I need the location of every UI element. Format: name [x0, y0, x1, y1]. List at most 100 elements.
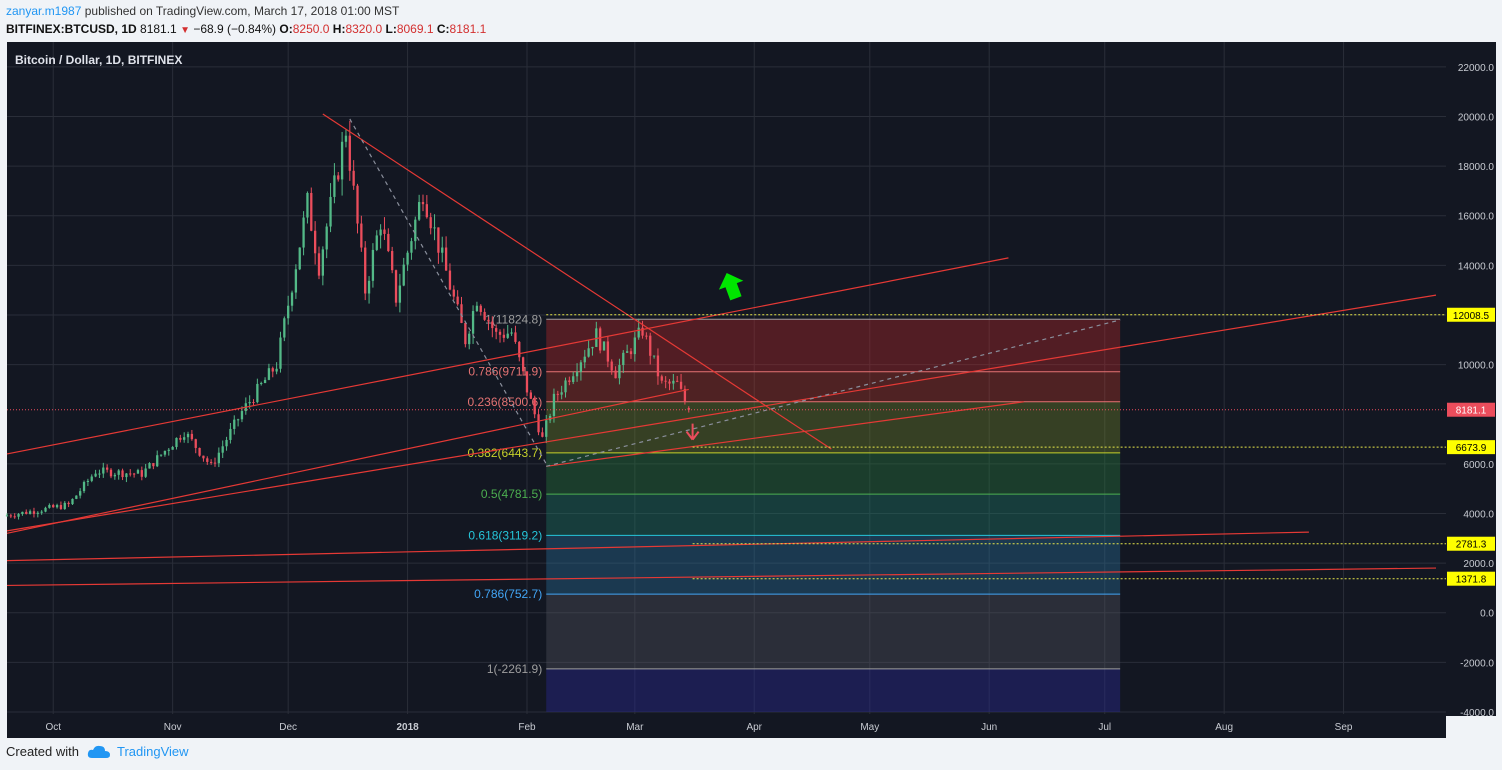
level-tag [1447, 440, 1495, 455]
low-label: L: [385, 22, 397, 36]
candle-body [248, 402, 251, 404]
y-tick-label: 2000.0 [1463, 559, 1494, 570]
fib-zone [546, 668, 1121, 712]
fib-level-label: 0.236(8500.6) [468, 395, 543, 409]
candle-body [652, 355, 656, 357]
last-price-tag-label: 8181.1 [1456, 406, 1487, 417]
candle-body [13, 516, 16, 518]
candle-body [221, 446, 224, 453]
cloud-icon [87, 745, 110, 758]
candle-body [502, 334, 506, 338]
candle-body [610, 361, 613, 371]
fib-level-label: 0.5(4781.5) [481, 487, 542, 501]
candle-body [514, 332, 517, 342]
candle-body [263, 379, 267, 384]
trendline-flat-lower [6, 567, 1437, 587]
candle-body [625, 351, 629, 353]
plot-background [7, 42, 1446, 714]
candle-body [179, 437, 182, 440]
candle-body [444, 247, 448, 271]
x-tick-label: May [860, 722, 879, 733]
candle-body [464, 322, 467, 345]
tradingview-logo[interactable]: TradingView [87, 744, 189, 759]
candle-body [140, 470, 143, 477]
candle-body [121, 470, 124, 478]
close-label: C: [436, 22, 450, 36]
candle-body [410, 241, 413, 253]
candle-body [421, 202, 425, 205]
level-tag [1447, 307, 1495, 322]
candle-body [198, 447, 201, 456]
candle-body [398, 285, 402, 303]
footer: Created with TradingView [6, 744, 189, 759]
level-tag-label: 12008.5 [1453, 311, 1490, 322]
candle-body [79, 491, 82, 496]
candle-body [679, 381, 683, 389]
candle-body [672, 380, 675, 384]
candle-body [290, 292, 294, 306]
y-tick-label: 16000.0 [1458, 212, 1495, 223]
candle-body [186, 433, 190, 438]
candle-body [340, 141, 344, 180]
candle-body [417, 202, 421, 220]
candle-body [109, 469, 113, 477]
candle-body [348, 135, 351, 171]
candle-body [529, 392, 532, 399]
candle-body [271, 368, 274, 372]
brand-text[interactable]: TradingView [116, 744, 189, 759]
candle-body [533, 398, 536, 415]
fib-zone [546, 452, 1121, 495]
candle-body [125, 473, 128, 478]
candle-body [82, 482, 86, 492]
candle-body [163, 450, 167, 455]
fib-zone [546, 494, 1121, 536]
y-tick-label: 22000.0 [1458, 63, 1495, 74]
candle-body [471, 311, 475, 334]
candle-body [521, 357, 525, 372]
candle-body [252, 402, 255, 404]
candle-body [491, 321, 494, 329]
candle-body [44, 507, 47, 512]
candle-body [568, 380, 571, 382]
candle-body [325, 226, 328, 250]
candle-body [317, 253, 321, 276]
candle-body [641, 327, 644, 336]
candle-body [213, 462, 217, 464]
candle-body [306, 192, 309, 218]
candle-body [506, 333, 509, 338]
candle-body [294, 269, 298, 293]
candle-body [156, 455, 159, 467]
price-chart[interactable]: 22000.020000.018000.016000.014000.012000… [0, 42, 1502, 742]
author-link[interactable]: zanyar.m1987 [6, 4, 82, 18]
candle-body [32, 511, 36, 514]
candle-body [583, 356, 586, 363]
level-tag-label: 1371.8 [1456, 575, 1487, 586]
candle-body [429, 217, 432, 229]
candle-body [510, 332, 513, 334]
candle-body [67, 502, 70, 505]
candle-body [664, 380, 667, 382]
y-tick-label: 4000.0 [1463, 509, 1494, 520]
candle-body [48, 505, 51, 508]
candle-body [433, 227, 436, 229]
candle-body [556, 393, 559, 395]
x-tick-label: 2018 [396, 722, 419, 733]
candle-body [206, 458, 209, 462]
candle-body [129, 473, 132, 475]
fib-level-label: 1(11824.8) [485, 312, 542, 326]
fib-level-label: 0.786(9711.9) [468, 365, 542, 379]
created-with-text: Created with [6, 744, 79, 759]
candle-body [171, 446, 174, 450]
high-label: H: [332, 22, 346, 36]
candle-body [302, 217, 305, 248]
candle-body [572, 376, 575, 382]
candle-body [90, 476, 93, 481]
candle-body [17, 514, 20, 517]
trendline-rising-lower [6, 388, 689, 534]
candle-body [595, 328, 598, 347]
candle-body [599, 328, 602, 351]
x-tick-label: Jun [981, 722, 997, 733]
candle-body [649, 335, 652, 356]
candle-body [541, 432, 544, 437]
candle-body [356, 185, 359, 224]
